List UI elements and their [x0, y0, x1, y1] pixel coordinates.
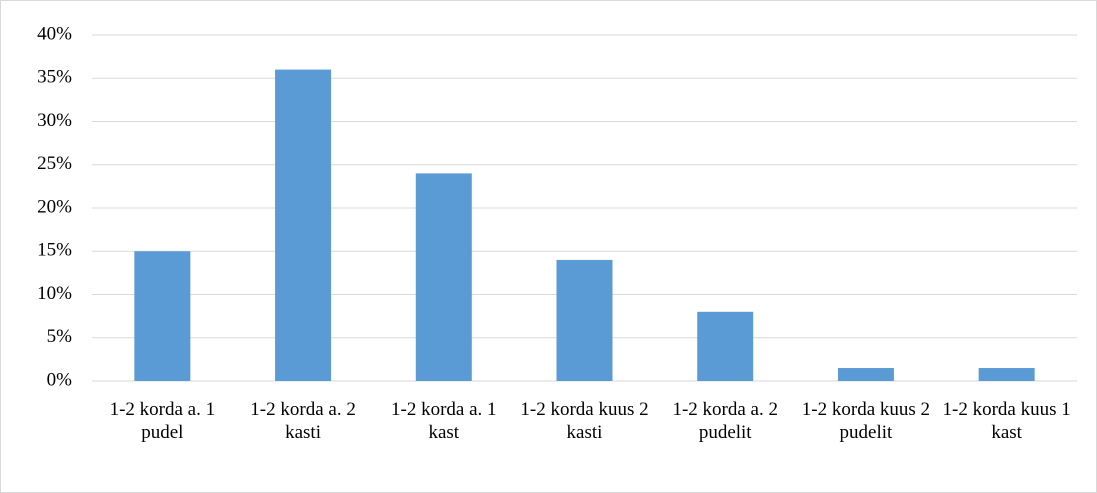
y-tick-label: 25% [37, 153, 72, 174]
y-tick-label: 20% [37, 196, 72, 217]
y-tick-label: 35% [37, 67, 72, 88]
y-tick-label: 30% [37, 110, 72, 131]
bar [275, 69, 332, 381]
x-tick-label: 1-2 korda kuus 2 pudelit [801, 399, 931, 443]
y-tick-label: 15% [37, 240, 72, 261]
x-tick-label: 1-2 korda kuus 1 kast [942, 399, 1071, 443]
bar [134, 251, 191, 381]
x-tick-label: 1-2 korda a. 1 kast [391, 399, 497, 443]
x-tick-label: 1-2 korda kuus 2 kasti [520, 399, 649, 443]
y-tick-label: 40% [37, 23, 72, 44]
y-tick-label: 5% [47, 326, 73, 347]
bar [415, 173, 472, 381]
y-tick-label: 0% [47, 369, 73, 390]
y-tick-label: 10% [37, 283, 72, 304]
x-tick-label: 1-2 korda a. 1 pudel [109, 399, 216, 443]
bar [978, 368, 1035, 381]
bar [556, 259, 613, 381]
x-tick-label: 1-2 korda a. 2 pudelit [672, 399, 778, 443]
bar [697, 311, 754, 381]
bar [837, 368, 894, 381]
x-tick-label: 1-2 korda a. 2 kasti [250, 399, 356, 443]
